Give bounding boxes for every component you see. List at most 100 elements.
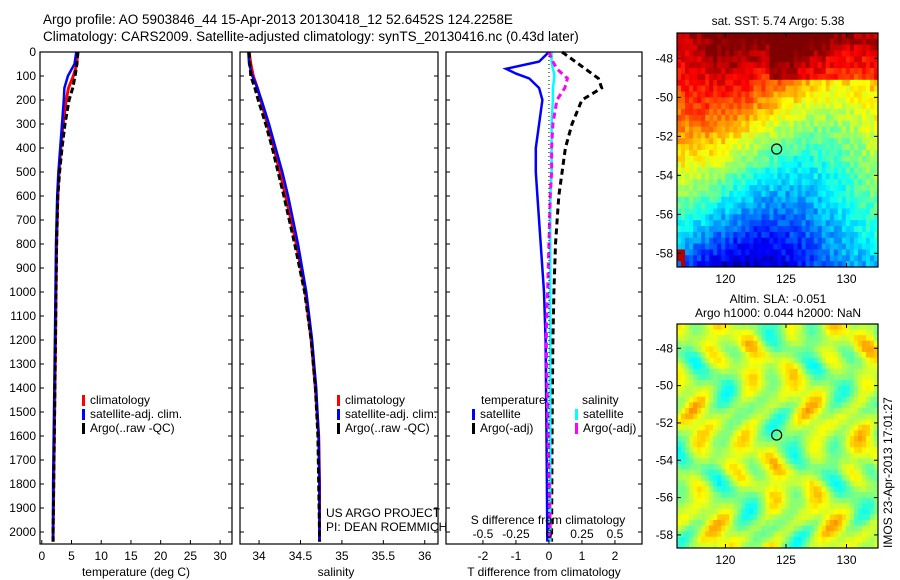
sst-map-cell xyxy=(777,237,783,245)
sst-map-cell xyxy=(717,126,722,133)
sst-map-cell xyxy=(761,179,766,186)
sst-map-cell xyxy=(689,44,694,52)
sla-map-cell xyxy=(817,413,823,420)
sst-map-cell xyxy=(729,255,734,262)
sla-map-cell xyxy=(697,419,702,426)
sst-map-cell xyxy=(821,185,827,192)
sla-map-cell xyxy=(817,464,823,471)
sst-map-cell xyxy=(701,214,706,221)
sla-map-cell xyxy=(849,480,855,487)
sst-map-cell xyxy=(697,144,702,151)
sst-map-cell xyxy=(805,132,811,139)
sst-map-cell xyxy=(873,138,879,145)
sla-map-cell xyxy=(697,464,702,471)
sla-map-cell xyxy=(717,352,722,359)
sla-map-cell xyxy=(817,536,823,543)
sla-map-cell xyxy=(729,503,734,510)
salinity-legend-swatch xyxy=(337,409,340,420)
sst-map-cell xyxy=(709,161,714,169)
sst-map-cell xyxy=(685,155,690,163)
sst-map-cell xyxy=(729,161,734,169)
sst-map-cell xyxy=(681,126,686,133)
sla-map-cell xyxy=(869,391,875,398)
sla-map-cell xyxy=(717,464,722,471)
sla-map-cell xyxy=(801,436,807,443)
sst-map-cell xyxy=(685,132,690,139)
sst-map-cell xyxy=(721,79,726,87)
sst-map-cell xyxy=(693,202,698,209)
sla-map-cell xyxy=(797,408,803,415)
sst-map-cell xyxy=(809,33,815,40)
sla-map-cell xyxy=(765,436,770,443)
sla-map-cell xyxy=(797,497,803,504)
sla-map-title-1: Altim. SLA: -0.051 xyxy=(730,292,827,306)
sst-map-cell xyxy=(873,196,879,204)
sst-map-cell xyxy=(821,202,827,209)
sla-map-cell xyxy=(721,324,726,331)
sla-map-cell xyxy=(861,497,867,504)
sst-map-cell xyxy=(837,97,843,104)
sla-map-cell xyxy=(837,340,843,347)
sla-map-cell xyxy=(733,419,738,426)
sst-map-cell xyxy=(745,109,750,116)
sla-map-cell xyxy=(789,430,795,437)
sla-map-cell xyxy=(721,402,726,409)
sst-map-cell xyxy=(749,62,754,69)
sst-map-cell xyxy=(865,114,871,122)
sst-map-cell xyxy=(793,56,799,63)
sst-map-cell xyxy=(785,97,791,104)
sla-map-cell xyxy=(701,452,706,459)
sla-map-cell xyxy=(769,497,774,504)
sst-map-cell xyxy=(761,120,766,128)
sst-map-cell xyxy=(745,138,750,145)
sla-map-cell xyxy=(869,340,875,347)
sla-map-cell xyxy=(717,329,722,336)
sla-map-cell xyxy=(821,368,827,375)
sla-map-cell xyxy=(681,340,686,347)
sla-map-cell xyxy=(813,430,819,437)
sst-map-cell xyxy=(853,214,859,221)
sla-map-cell xyxy=(805,352,811,359)
sla-map-cell xyxy=(745,536,750,543)
sla-map-cell xyxy=(777,492,783,499)
sla-map-cell xyxy=(741,475,746,482)
sst-map-cell xyxy=(745,249,750,256)
sla-map-cell xyxy=(717,436,722,443)
sst-map-cell xyxy=(785,144,791,151)
sst-map-cell xyxy=(773,50,778,57)
sst-map-cell xyxy=(865,126,871,133)
sst-map-cell xyxy=(753,226,758,233)
sst-map-cell xyxy=(685,120,690,128)
sla-map-cell xyxy=(821,335,827,342)
sla-map-cell xyxy=(805,464,811,471)
sla-map-cell xyxy=(697,475,702,482)
sst-map-cell xyxy=(757,185,762,192)
sla-map-cell xyxy=(709,520,714,527)
sla-map-cell xyxy=(837,357,843,364)
sst-map-cell xyxy=(869,249,875,256)
sla-map-cell xyxy=(805,436,811,443)
sst-map-cell xyxy=(825,173,831,180)
sst-map-cell xyxy=(721,226,726,233)
y-tick-label: 800 xyxy=(16,237,36,251)
sst-map-cell xyxy=(777,109,783,116)
sst-map-cell xyxy=(853,79,859,87)
sst-map-cell xyxy=(777,38,783,46)
sla-map-cell xyxy=(681,329,686,336)
sst-map-cell xyxy=(793,68,799,75)
sla-map-cell xyxy=(733,514,738,521)
sst-map-cell xyxy=(813,220,819,227)
sla-map-cell xyxy=(873,480,879,487)
sla-map-cell xyxy=(689,329,694,336)
sla-map-cell xyxy=(761,346,766,353)
sst-map-cell xyxy=(749,120,754,128)
sst-map-cell xyxy=(681,261,686,268)
sla-map-cell xyxy=(817,402,823,409)
sla-map-cell xyxy=(793,514,799,521)
sla-map-cell xyxy=(817,408,823,415)
sla-map-cell xyxy=(717,374,722,381)
sst-map-cell xyxy=(873,231,879,239)
sst-map-cell xyxy=(681,255,686,262)
sst-map-cell xyxy=(857,109,863,116)
annotation: PI: DEAN ROEMMICH xyxy=(326,520,447,534)
